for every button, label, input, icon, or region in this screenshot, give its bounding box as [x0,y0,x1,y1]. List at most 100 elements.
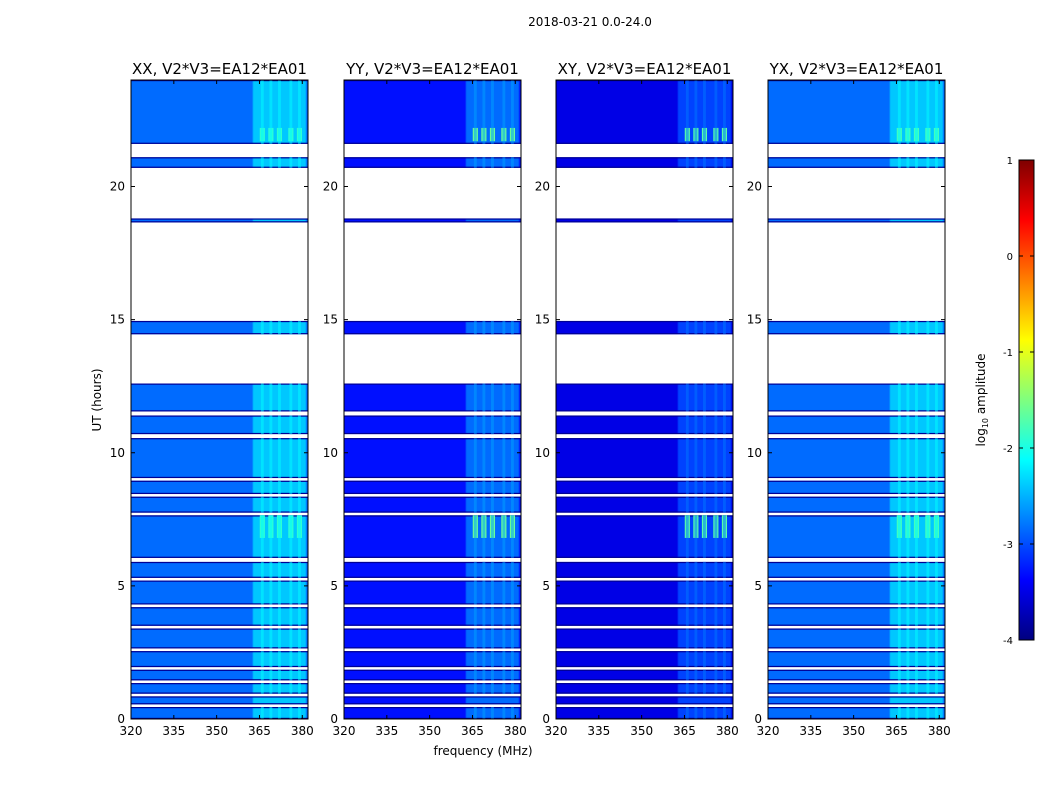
data-block [768,383,945,412]
rfi-channel [502,438,506,479]
data-block-edge [556,624,733,626]
rfi-channel [289,628,293,649]
data-block-edge [556,703,733,705]
rfi-channel [694,415,698,435]
rfi-channel [714,561,718,578]
data-block-edge [768,703,945,705]
data-block [344,561,521,578]
data-block [556,707,733,719]
rfi-channel [714,580,718,605]
rfi-channel [915,607,918,626]
rfi-channel [714,157,718,168]
rfi-channel [491,438,494,479]
rfi-channel [915,683,918,694]
rfi-channel [298,415,301,435]
rfi-channel [278,515,281,558]
data-block-edge [131,679,308,681]
data-block-edge [768,707,945,709]
rfi-channel [473,157,477,168]
data-block-edge [344,580,521,582]
data-block-edge [344,628,521,630]
data-block [556,651,733,668]
data-block [131,707,308,719]
data-block-edge [768,624,945,626]
data-block-edge [131,383,308,385]
data-block-edge [131,438,308,440]
rfi-channel [703,383,706,412]
data-block-edge [556,696,733,698]
rfi-channel [906,707,910,719]
data-block [344,438,521,479]
rfi-channel [926,480,930,495]
rfi-channel [714,628,718,649]
data-block [768,218,945,223]
data-block [131,683,308,694]
y-tick-label: 10 [110,446,125,460]
y-axis-label: UT (hours) [90,368,104,431]
rfi-channel [935,480,938,495]
rfi-channel [897,480,901,495]
rfi-channel [473,669,477,681]
rfi-channel [269,607,273,626]
rfi-channel [926,561,930,578]
rfi-channel [511,607,514,626]
rfi-channel [723,496,726,513]
data-block [556,383,733,412]
data-block-edge [768,496,945,498]
rfi-channel [298,80,301,144]
rfi-channel [269,515,273,558]
rfi-channel [723,383,726,412]
data-block-edge [344,333,521,335]
data-block [768,651,945,668]
rfi-channel [473,80,477,144]
data-block [556,218,733,223]
rfi-channel [260,320,264,335]
data-block-edge [344,496,521,498]
rfi-channel [278,157,281,168]
data-block [556,607,733,626]
rfi-channel [298,515,301,558]
rfi-channel [703,580,706,605]
rfi-channel [714,383,718,412]
data-block-edge [344,511,521,513]
data-block-edge [344,717,521,719]
rfi-channel [511,415,514,435]
rfi-channel [482,580,486,605]
data-block-edge [344,603,521,605]
data-block-edge [556,651,733,653]
data-block-edge [768,717,945,719]
data-block [344,383,521,412]
panel-frame [555,79,734,720]
data-block [768,707,945,719]
x-tick-label: 320 [545,724,568,738]
rfi-channel [511,651,514,668]
rfi-channel [906,496,910,513]
data-block-edge [131,624,308,626]
rfi-channel [694,607,698,626]
x-tick-label: 365 [248,724,271,738]
data-block-edge [768,607,945,609]
y-tick-label: 5 [330,579,338,593]
rfi-channel [482,683,486,694]
rfi-channel [298,496,301,513]
rfi-channel [511,683,514,694]
rfi-channel [482,496,486,513]
data-block-edge [131,692,308,694]
rfi-channel [298,320,301,335]
rfi-channel [511,320,514,335]
rfi-channel [935,438,938,479]
data-block [344,669,521,681]
rfi-channel [926,415,930,435]
y-tick-label: 10 [323,446,338,460]
data-block-edge [556,515,733,517]
rfi-channel [473,607,477,626]
y-tick-label: 20 [323,180,338,194]
rfi-channel [298,480,301,495]
rfi-channel [723,669,726,681]
data-block-edge [344,669,521,671]
rfi-channel [935,580,938,605]
colorbar-tick-label: -2 [1003,444,1013,455]
colorbar-label-rest: amplitude [974,354,988,418]
rfi-channel [269,628,273,649]
rfi-channel [694,669,698,681]
